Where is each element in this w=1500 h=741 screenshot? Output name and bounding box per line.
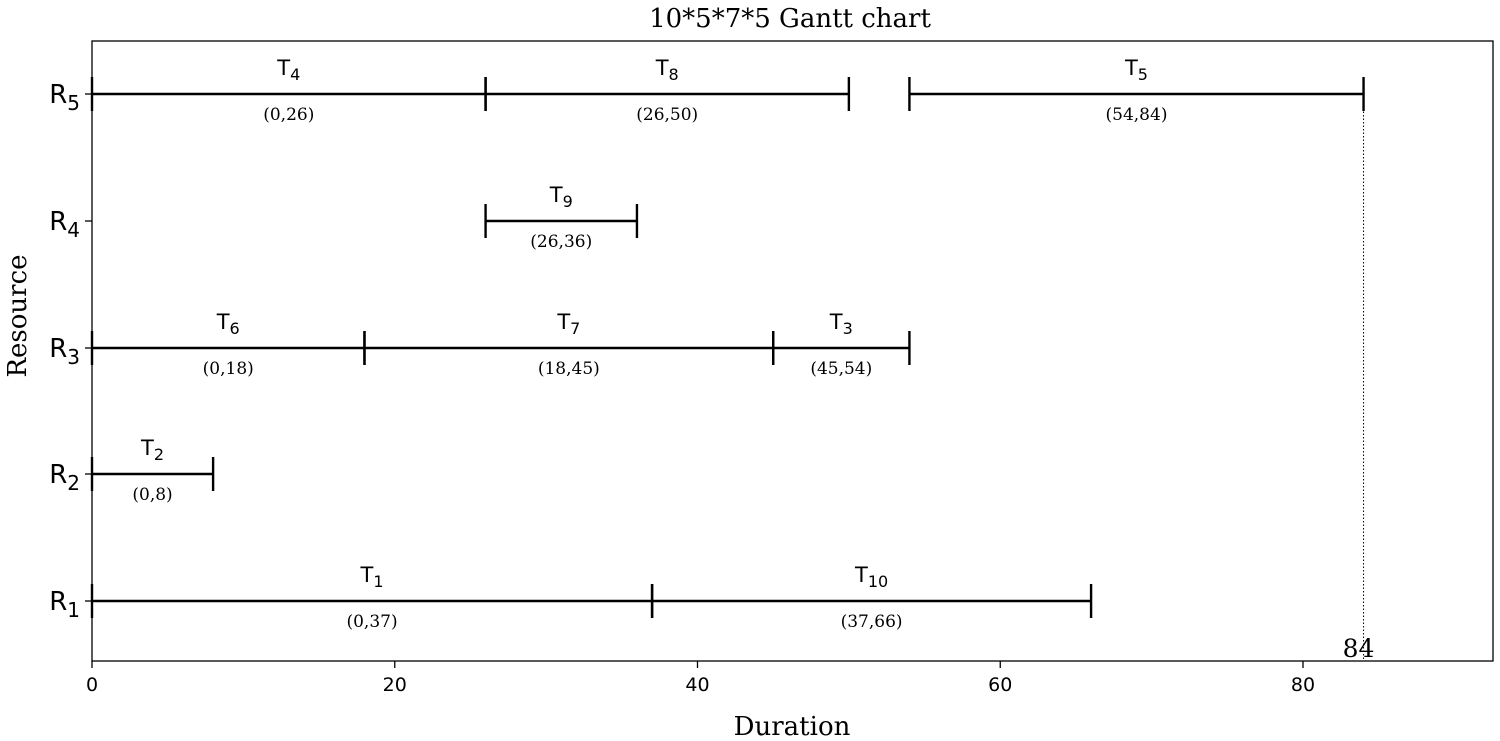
y-tick-label-r3-main: R: [49, 334, 67, 364]
x-tick-label: 60: [988, 674, 1012, 696]
y-tick-label-r1-sub: 1: [67, 598, 80, 622]
makespan-marker: 84: [1343, 94, 1375, 663]
x-tick-label: 80: [1291, 674, 1315, 696]
x-axis-label: Duration: [734, 712, 851, 741]
y-tick-label-r1: R1: [49, 587, 80, 622]
task-label-t5: T5: [1124, 56, 1148, 84]
y-tick-label-r2-sub: 2: [67, 471, 80, 495]
task-label-t9-main: T: [549, 183, 563, 207]
x-tick-label: 40: [685, 674, 709, 696]
y-tick-label-r2-main: R: [49, 460, 67, 490]
x-tick-label: 0: [86, 674, 98, 696]
task-label-t8: T8: [655, 56, 679, 84]
task-label-t2-main: T: [140, 436, 154, 460]
task-label-t10-sub: 10: [868, 572, 888, 591]
y-tick-label-r4: R4: [49, 207, 80, 242]
task-label-t6: T6: [216, 310, 240, 338]
task-label-t3-sub: 3: [843, 319, 853, 338]
task-range-t8: (26,50): [636, 105, 698, 125]
task-range-t7: (18,45): [538, 359, 600, 379]
y-axis-label: Resource: [3, 254, 33, 377]
task-range-t9: (26,36): [530, 232, 592, 252]
y-tick-label-r5-main: R: [49, 80, 67, 110]
task-label-t9-sub: 9: [563, 192, 573, 211]
task-label-t8-main: T: [655, 56, 669, 80]
task-range-t2: (0,8): [132, 485, 172, 505]
x-axis: 0 20 40 60 80: [86, 661, 1315, 696]
task-label-t10-main: T: [854, 563, 868, 587]
task-range-t1: (0,37): [346, 612, 397, 632]
y-tick-label-r4-sub: 4: [67, 218, 80, 242]
task-range-t6: (0,18): [203, 359, 254, 379]
task-label-t5-main: T: [1124, 56, 1138, 80]
y-tick-label-r4-main: R: [49, 207, 67, 237]
task-label-t7: T7: [556, 310, 580, 338]
task-label-t2-sub: 2: [154, 445, 164, 464]
task-label-t4-main: T: [276, 56, 290, 80]
chart-title: 10*5*7*5 Gantt chart: [649, 4, 931, 34]
task-label-t6-main: T: [216, 310, 230, 334]
task-range-t3: (45,54): [810, 359, 872, 379]
task-label-t2: T2: [140, 436, 164, 464]
task-label-t9: T9: [549, 183, 573, 211]
task-label-t3-main: T: [829, 310, 843, 334]
y-tick-label-r2: R2: [49, 460, 80, 495]
y-tick-label-r5: R5: [49, 80, 80, 115]
task-label-t7-sub: 7: [570, 319, 580, 338]
task-label-t1-sub: 1: [373, 572, 383, 591]
y-tick-label-r1-main: R: [49, 587, 67, 617]
task-label-t5-sub: 5: [1138, 65, 1148, 84]
task-label-t1: T1: [360, 563, 384, 591]
plot-frame: [91, 40, 1494, 662]
x-tick-label: 20: [383, 674, 407, 696]
task-range-t10: (37,66): [841, 612, 903, 632]
y-tick-label-r3-sub: 3: [67, 345, 80, 369]
task-range-t4: (0,26): [263, 105, 314, 125]
y-tick-label-r5-sub: 5: [67, 91, 80, 115]
task-label-t6-sub: 6: [230, 319, 240, 338]
task-label-t4: T4: [276, 56, 300, 84]
task-label-t8-sub: 8: [669, 65, 679, 84]
task-label-t7-main: T: [556, 310, 570, 334]
makespan-label: 84: [1343, 634, 1375, 663]
task-range-t5: (54,84): [1106, 105, 1168, 125]
y-tick-label-r3: R3: [49, 334, 80, 369]
task-label-t3: T3: [829, 310, 853, 338]
task-bars: T1(0,37)T10(37,66)T2(0,8)T6(0,18)T7(18,4…: [90, 56, 1365, 632]
task-label-t1-main: T: [360, 563, 374, 587]
task-label-t10: T10: [854, 563, 888, 591]
task-label-t4-sub: 4: [290, 65, 300, 84]
